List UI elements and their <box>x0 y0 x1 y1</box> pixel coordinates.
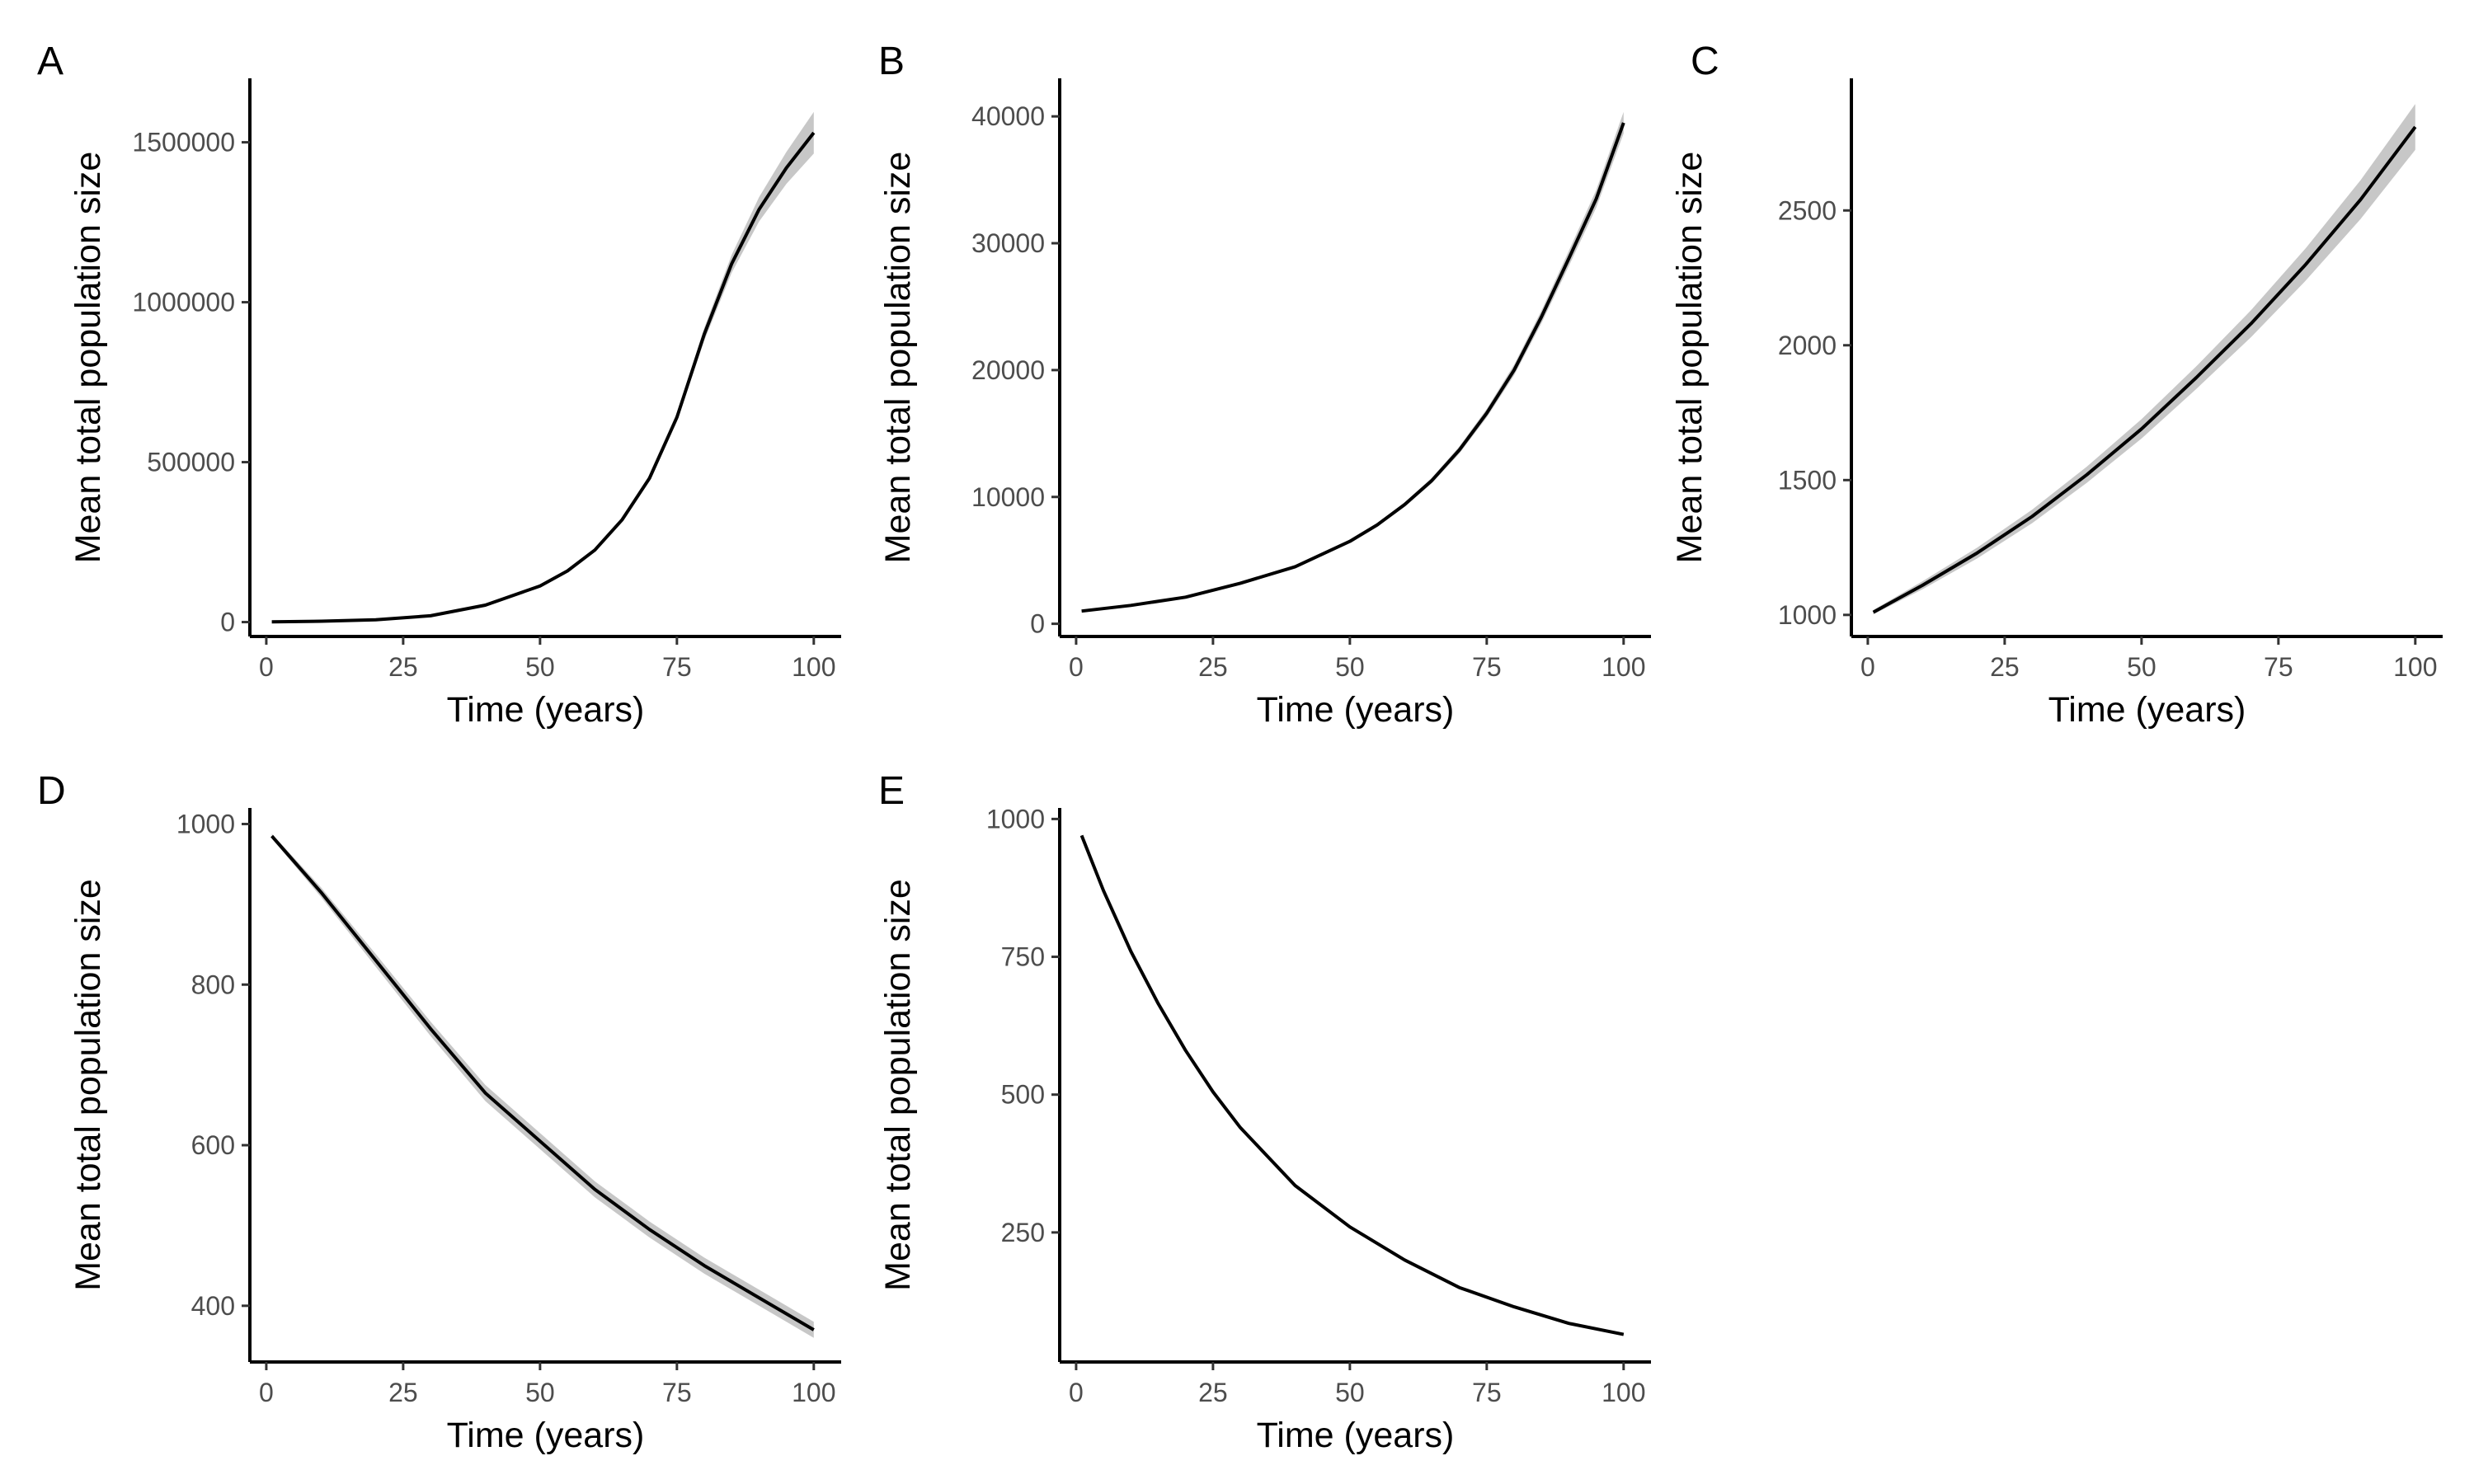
panel-c: C 0 25 50 75 100 1000 1500 2000 2500 Time (years) M… <box>1670 40 2443 730</box>
x-tick-label: 100 <box>792 1378 835 1407</box>
x-axis-title: Time (years) <box>1257 1416 1455 1455</box>
x-tick-label: 25 <box>1198 1378 1228 1407</box>
y-tick-label: 40000 <box>971 101 1045 131</box>
x-tick-label: 100 <box>2393 652 2437 682</box>
x-axis-title: Time (years) <box>2048 690 2246 730</box>
x-tick-label: 50 <box>1335 1378 1365 1407</box>
x-tick-label: 50 <box>525 652 555 682</box>
panel-e: E 0 25 50 75 100 250 500 750 1000 Time (years) Mean… <box>878 769 1651 1455</box>
y-tick-label: 1000 <box>1778 600 1837 630</box>
y-tick-label: 10000 <box>971 482 1045 512</box>
panel-letter: D <box>37 769 66 813</box>
confidence-band <box>1873 104 2415 615</box>
x-tick-label: 50 <box>2127 652 2157 682</box>
panel-letter: A <box>37 40 63 83</box>
panel-letter: B <box>878 40 905 83</box>
x-axis-title: Time (years) <box>447 1416 645 1455</box>
mean-population-line <box>1081 122 1625 613</box>
x-tick-label: 25 <box>1198 652 1228 682</box>
y-tick-label: 800 <box>191 970 235 999</box>
y-tick-label: 1500 <box>1778 465 1837 495</box>
panel-b: B 0 25 50 75 100 0 10000 20000 30000 40000 Time (ye… <box>878 40 1651 730</box>
x-tick-label: 25 <box>388 652 418 682</box>
x-tick-label: 0 <box>1069 652 1084 682</box>
x-tick-label: 25 <box>1990 652 2020 682</box>
x-tick-label: 100 <box>1602 1378 1645 1407</box>
mean-population-line <box>1079 834 1625 1336</box>
y-tick-label: 0 <box>220 608 235 637</box>
confidence-band <box>271 834 814 1338</box>
x-tick-label: 100 <box>792 652 835 682</box>
x-tick-label: 50 <box>525 1378 555 1407</box>
confidence-band <box>1081 111 1624 612</box>
y-tick-label: 1000 <box>986 804 1045 834</box>
y-tick-label: 750 <box>1001 942 1045 972</box>
y-tick-label: 20000 <box>971 355 1045 385</box>
panel-d: D 0 25 50 75 100 400 600 800 1000 Time (years) Mean… <box>37 769 841 1455</box>
x-tick-label: 0 <box>259 1378 274 1407</box>
x-tick-label: 75 <box>662 652 692 682</box>
x-tick-label: 75 <box>1472 652 1502 682</box>
y-axis-title: Mean total population size <box>68 152 108 564</box>
x-tick-label: 75 <box>662 1378 692 1407</box>
confidence-band <box>271 111 814 622</box>
x-tick-label: 0 <box>1069 1378 1084 1407</box>
x-axis-title: Time (years) <box>1257 690 1455 730</box>
panel-letter: C <box>1691 40 1719 83</box>
x-tick-label: 50 <box>1335 652 1365 682</box>
y-tick-label: 30000 <box>971 228 1045 258</box>
x-tick-label: 75 <box>1472 1378 1502 1407</box>
x-axis-title: Time (years) <box>447 690 645 730</box>
mean-population-line <box>270 834 815 1331</box>
x-tick-label: 0 <box>1860 652 1875 682</box>
x-tick-label: 0 <box>259 652 274 682</box>
x-tick-label: 100 <box>1602 652 1645 682</box>
y-tick-label: 1500000 <box>132 128 235 157</box>
x-tick-label: 25 <box>388 1378 418 1407</box>
y-axis-title: Mean total population size <box>878 152 918 564</box>
y-tick-label: 0 <box>1030 609 1045 639</box>
y-tick-label: 500 <box>1001 1080 1045 1110</box>
y-tick-label: 1000000 <box>132 288 235 317</box>
y-tick-label: 250 <box>1001 1218 1045 1247</box>
mean-population-line <box>1872 125 2417 614</box>
mean-population-line <box>271 131 816 624</box>
y-axis-title: Mean total population size <box>1670 152 1710 564</box>
x-tick-label: 75 <box>2264 652 2293 682</box>
y-tick-label: 400 <box>191 1291 235 1321</box>
y-axis-title: Mean total population size <box>878 879 918 1291</box>
y-tick-label: 1000 <box>176 809 235 838</box>
confidence-band <box>1081 834 1624 1336</box>
y-tick-label: 2000 <box>1778 331 1837 360</box>
y-tick-label: 600 <box>191 1130 235 1160</box>
panel-a: A 0 25 50 75 100 0 500000 1000000 1500000 Time (ye… <box>37 40 841 730</box>
y-axis-title: Mean total population size <box>68 879 108 1291</box>
panel-letter: E <box>878 769 905 813</box>
y-tick-label: 2500 <box>1778 195 1837 225</box>
y-tick-label: 500000 <box>147 448 235 477</box>
